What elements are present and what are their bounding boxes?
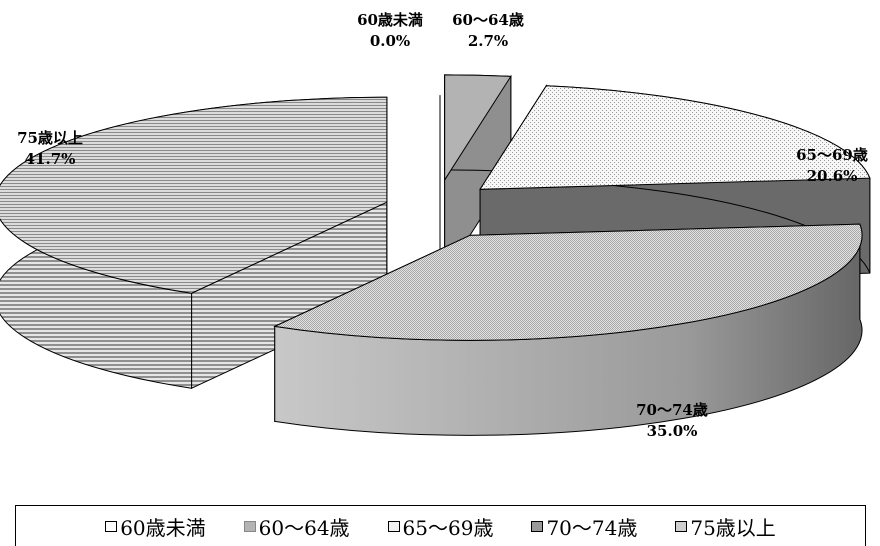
pie-slice-4-top <box>0 96 388 294</box>
pie-slice-1-top <box>444 74 512 182</box>
legend-item-65-69: 65～69歳 <box>387 512 493 541</box>
legend-item-60-64: 60～64歳 <box>243 512 350 541</box>
legend-swatch <box>243 520 256 532</box>
data-label-60-64: 60～64歳 2.7% <box>452 11 524 50</box>
data-label-70-74: 70～74歳 35.0% <box>636 401 708 440</box>
legend-item-75over: 75歳以上 <box>675 512 776 541</box>
legend-swatch <box>531 520 544 532</box>
pie-slice-2-top <box>479 85 871 190</box>
pie-chart <box>0 74 871 436</box>
pie-slice-3-top <box>273 223 863 341</box>
data-label-65-69: 65～69歳 20.6% <box>796 146 868 185</box>
data-label-75over: 75歳以上 41.7% <box>17 129 83 168</box>
legend-item-70-74: 70～74歳 <box>531 512 637 541</box>
data-label-60未満: 60歳未満 0.0% <box>357 11 423 50</box>
legend-item-60未満: 60歳未満 <box>105 512 206 541</box>
legend-swatch <box>675 520 688 532</box>
legend-swatch <box>387 520 400 532</box>
chart-legend: 60歳未満 60～64歳 65～69歳 70～74歳 75歳以上 <box>15 505 866 546</box>
legend-swatch <box>105 520 118 532</box>
